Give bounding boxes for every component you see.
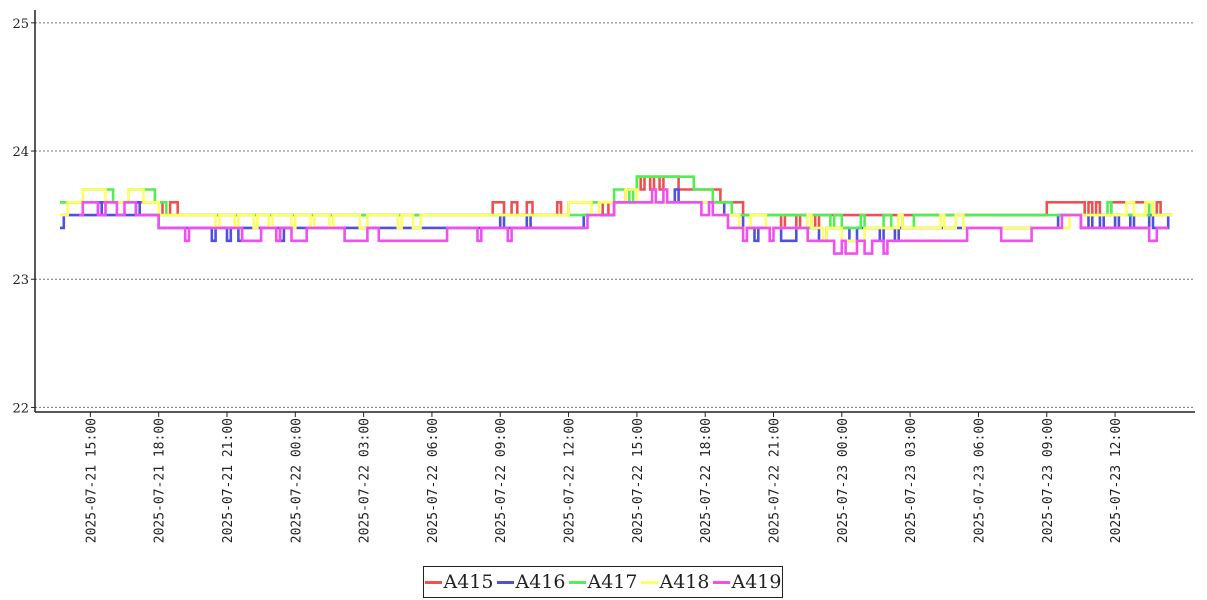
x-tick-label: 2025-07-23 12:00 <box>1109 418 1124 543</box>
x-tick-label: 2025-07-22 09:00 <box>494 418 509 543</box>
legend-item-a419: A419 <box>712 571 782 593</box>
y-tick-label: 24 <box>12 145 29 160</box>
x-tick-label: 2025-07-21 15:00 <box>84 418 99 543</box>
y-tick-label: 25 <box>12 17 29 32</box>
legend-swatch <box>712 580 730 584</box>
legend-label: A419 <box>731 571 782 593</box>
legend-item-a418: A418 <box>640 571 710 593</box>
legend-label: A417 <box>587 571 638 593</box>
x-tick-label: 2025-07-21 21:00 <box>221 418 236 543</box>
legend: A415 A416 A417 A418 A419 <box>423 566 783 598</box>
legend-swatch <box>640 580 658 584</box>
x-tick-label: 2025-07-23 06:00 <box>972 418 987 543</box>
legend-swatch <box>496 580 514 584</box>
legend-label: A415 <box>443 571 494 593</box>
x-tick-label: 2025-07-23 00:00 <box>836 418 851 543</box>
axes <box>34 10 1195 413</box>
x-tick-label: 2025-07-22 21:00 <box>768 418 783 543</box>
legend-label: A416 <box>515 571 566 593</box>
x-tick-label: 2025-07-23 09:00 <box>1041 418 1056 543</box>
legend-swatch <box>568 580 586 584</box>
legend-item-a415: A415 <box>424 571 494 593</box>
series-line-a419 <box>79 188 1169 255</box>
x-tick-label: 2025-07-22 03:00 <box>358 418 373 543</box>
legend-label: A418 <box>659 571 710 593</box>
x-tick-label: 2025-07-22 00:00 <box>289 418 304 543</box>
series-line-a418 <box>60 188 1172 243</box>
x-tick-label: 2025-07-22 18:00 <box>699 418 714 543</box>
x-tick-label: 2025-07-22 06:00 <box>426 418 441 543</box>
x-axis-ticks: 2025-07-21 15:00 2025-07-21 18:00 2025-07-… <box>84 412 1124 543</box>
x-tick-label: 2025-07-23 03:00 <box>904 418 919 543</box>
x-tick-label: 2025-07-22 15:00 <box>631 418 646 543</box>
grid-lines <box>35 22 1195 408</box>
y-axis-ticks: 22 23 24 25 <box>12 17 35 416</box>
x-tick-label: 2025-07-22 12:00 <box>563 418 578 543</box>
series-lines <box>60 175 1172 255</box>
y-tick-label: 22 <box>12 401 29 416</box>
legend-item-a416: A416 <box>496 571 566 593</box>
y-tick-label: 23 <box>12 273 29 288</box>
legend-swatch <box>424 580 442 584</box>
legend-item-a417: A417 <box>568 571 638 593</box>
x-tick-label: 2025-07-21 18:00 <box>153 418 168 543</box>
